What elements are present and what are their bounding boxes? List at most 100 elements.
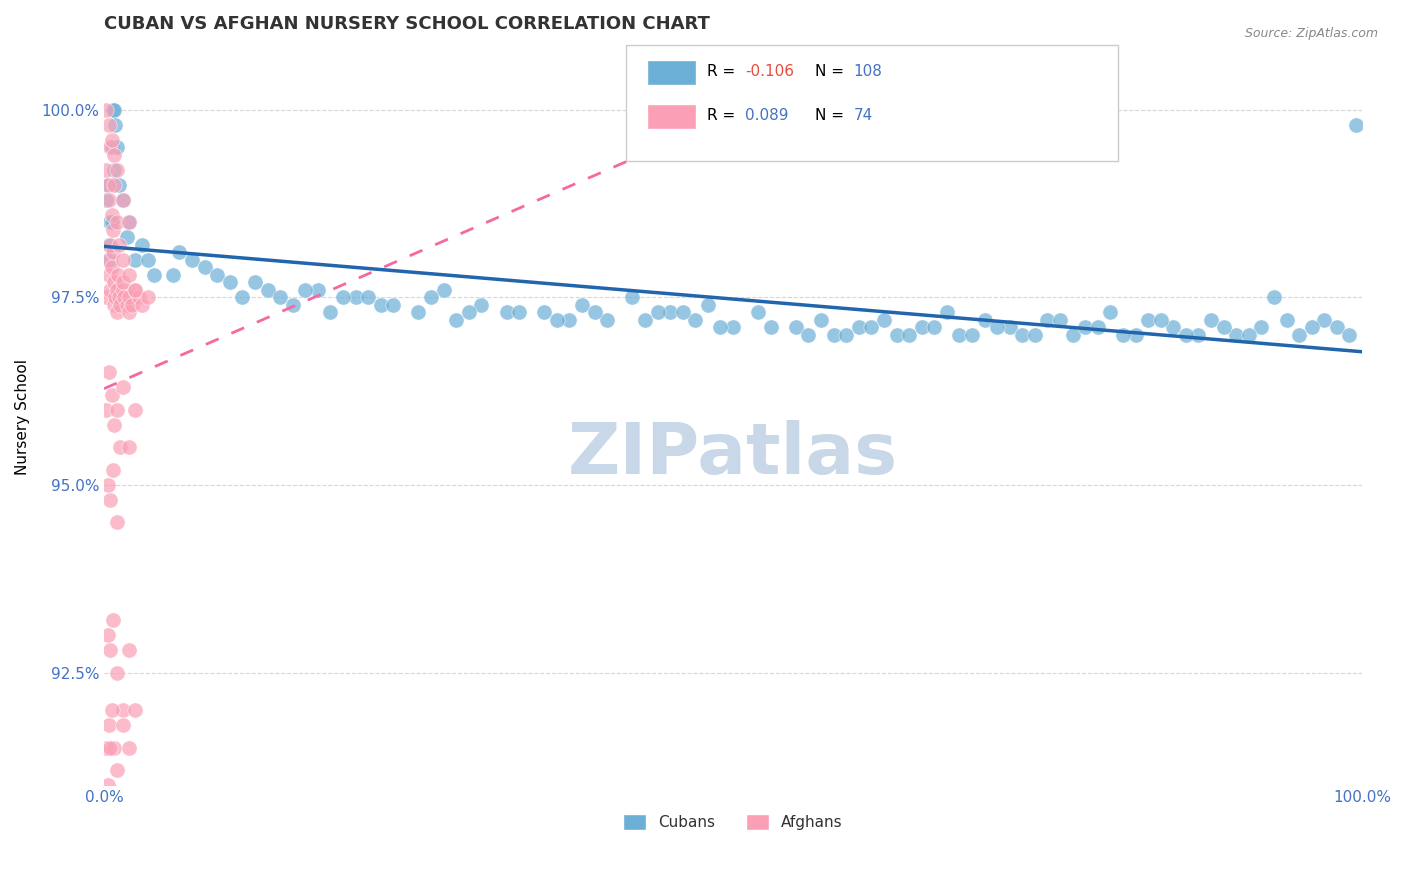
Point [998,320,1021,334]
Point [111,193,134,207]
Point [759,320,782,334]
Point [169,245,191,260]
Point [696,298,718,312]
Point [1062,327,1084,342]
Point [420,290,443,304]
Point [100,388,122,402]
Point [810,313,832,327]
Point [97,628,120,642]
Point [181,252,204,267]
Point [96,162,118,177]
Point [101,245,124,260]
Text: -0.106: -0.106 [745,64,794,78]
Point [100,133,122,147]
Point [508,305,530,319]
Point [162,268,184,282]
Point [103,417,125,432]
Point [103,740,125,755]
Point [124,283,146,297]
Point [1313,313,1336,327]
Point [98,238,121,252]
Point [1250,320,1272,334]
Point [1225,327,1247,342]
Text: N =: N = [815,109,849,123]
Point [1161,320,1184,334]
Point [107,268,129,282]
Point [1344,118,1367,132]
Point [131,238,153,252]
Point [96,403,118,417]
Point [98,366,121,380]
Point [111,380,134,394]
Point [136,290,159,304]
Point [433,283,456,297]
Point [98,252,121,267]
Text: 108: 108 [853,64,883,78]
Point [98,740,121,755]
Point [533,305,555,319]
Point [571,298,593,312]
Point [100,215,122,229]
Point [231,290,253,304]
Point [103,178,125,192]
Point [96,740,118,755]
Point [1187,327,1209,342]
Point [848,320,870,334]
Point [96,193,118,207]
Point [986,320,1008,334]
Point [96,103,118,117]
Point [105,403,128,417]
Point [1112,327,1135,342]
Point [110,298,132,312]
Point [101,613,124,627]
Point [98,215,121,229]
Point [111,252,134,267]
Point [111,283,134,297]
Point [332,290,354,304]
Point [111,276,134,290]
Point [1301,320,1323,334]
Point [205,268,228,282]
Point [1099,305,1122,319]
Point [583,305,606,319]
Point [143,268,166,282]
Point [98,268,121,282]
Point [118,643,141,657]
Point [97,478,120,492]
Point [128,290,150,304]
Point [118,740,141,755]
Point [97,252,120,267]
Point [408,305,430,319]
Point [105,516,128,530]
Point [124,252,146,267]
Point [457,305,479,319]
Point [873,313,896,327]
Point [294,283,316,297]
Point [860,320,883,334]
Point [960,327,983,342]
Point [1326,320,1348,334]
Point [121,298,143,312]
Point [115,298,138,312]
Point [243,276,266,290]
Text: Source: ZipAtlas.com: Source: ZipAtlas.com [1244,27,1378,40]
Point [105,763,128,777]
Point [100,260,122,275]
Point [659,305,682,319]
Point [108,178,131,192]
Point [98,118,121,132]
Point [1036,313,1059,327]
Point [1087,320,1109,334]
Y-axis label: Nursery School: Nursery School [15,359,30,475]
Point [98,193,121,207]
Point [922,320,945,334]
Point [111,703,134,717]
Point [105,162,128,177]
Point [370,298,392,312]
Point [621,290,644,304]
Point [103,276,125,290]
Point [319,305,342,319]
Point [558,313,581,327]
Point [823,327,845,342]
Point [835,327,858,342]
